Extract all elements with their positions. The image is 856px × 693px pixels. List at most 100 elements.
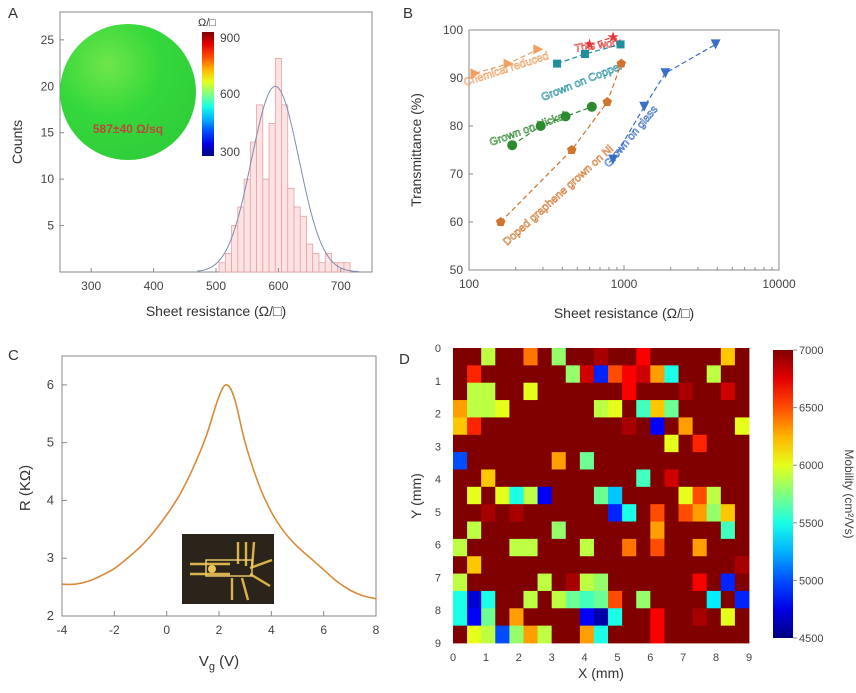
heatmap-cell <box>579 521 595 540</box>
heatmap-cell <box>551 590 567 609</box>
heatmap-cell <box>734 573 750 592</box>
heatmap-cell <box>664 469 679 488</box>
heatmap-cell <box>636 625 651 644</box>
heatmap-cell <box>481 556 496 574</box>
heatmap-cell <box>593 590 609 609</box>
histogram-bar <box>299 215 307 273</box>
heatmap-cell <box>523 556 538 574</box>
heatmap-cell <box>551 452 567 470</box>
device-channel <box>205 559 253 577</box>
heatmap-cell <box>678 590 694 609</box>
heatmap-cell <box>622 382 637 401</box>
heatmap-cell <box>678 608 694 627</box>
heatmap-cell <box>636 590 651 609</box>
heatmap-cell <box>481 625 496 644</box>
heatmap-cell <box>579 538 595 557</box>
histogram-bar <box>231 225 239 273</box>
heatmap-cell <box>664 573 679 592</box>
x-tick-label: 4 <box>268 623 275 637</box>
heatmap-cell <box>720 538 736 557</box>
panel-d-letter: D <box>399 351 410 368</box>
histogram-bar <box>306 243 314 273</box>
heatmap-cell <box>593 382 609 401</box>
colorbar-unit: Ω/□ <box>198 17 216 29</box>
heatmap-cell <box>706 486 722 505</box>
heatmap-cell <box>453 400 468 418</box>
heatmap-cell <box>636 434 651 453</box>
heatmap-cell <box>551 556 567 574</box>
heatmap-cell <box>706 348 722 366</box>
y-tick-label: 15 <box>41 126 55 140</box>
heatmap-cell <box>565 348 581 366</box>
heatmap-cell <box>509 608 524 627</box>
heatmap-cell <box>453 382 468 401</box>
heatmap-cell <box>636 469 651 488</box>
marker-square <box>553 59 562 68</box>
heatmap-cell <box>706 382 722 401</box>
resistance-curve <box>61 384 377 600</box>
heatmap-cell <box>593 573 609 592</box>
heatmap-cell <box>537 590 553 609</box>
heatmap-cell <box>467 625 482 644</box>
heatmap-cell <box>692 469 708 488</box>
heatmap-cell <box>593 469 609 488</box>
heatmap-cell <box>579 504 595 522</box>
heatmap-cell <box>706 469 722 488</box>
heatmap-cell <box>650 573 665 592</box>
wafer-label: 587±40 Ω/sq <box>93 122 163 136</box>
marker-pentagon <box>602 97 612 106</box>
heatmap-cell <box>664 452 679 470</box>
marker-triangle <box>503 58 514 69</box>
heatmap-cell <box>608 400 623 418</box>
heatmap-cell <box>467 556 482 574</box>
heatmap-cell <box>523 486 538 505</box>
histogram-bar <box>293 206 301 273</box>
heatmap-cell <box>467 590 482 609</box>
series-label: Grown on glass <box>602 103 661 170</box>
y-tick-label: 25 <box>41 33 55 47</box>
heatmap-cell <box>622 365 637 384</box>
y-tick-label: 70 <box>450 167 464 181</box>
marker-triangle <box>470 68 481 79</box>
heatmap-cell <box>692 556 708 574</box>
heatmap-cell <box>509 348 524 366</box>
heatmap-cell <box>650 504 665 522</box>
heatmap-cell <box>565 521 581 540</box>
heatmap-cell <box>650 365 665 384</box>
y-tick-label: 4 <box>435 474 441 486</box>
heatmap-cell <box>481 486 496 505</box>
heatmap-cell <box>706 452 722 470</box>
colorbar-label: Mobility (cm²/Vs) <box>842 449 856 538</box>
x-tick-label: 8 <box>373 623 380 637</box>
gaussian-fit-line <box>197 85 360 273</box>
heatmap-cell <box>565 486 581 505</box>
heatmap-cell <box>720 434 736 453</box>
heatmap-cell <box>551 625 567 644</box>
panel-c-letter: C <box>8 347 19 364</box>
colorbar-tick-label: 6000 <box>799 460 823 472</box>
heatmap-cell <box>537 625 553 644</box>
y-tick-label: 90 <box>450 71 464 85</box>
heatmap-cell <box>523 469 538 488</box>
heatmap-cell <box>664 625 679 644</box>
x-axis-label-unit: (V) <box>215 653 239 670</box>
heatmap-cell <box>453 590 468 609</box>
heatmap-cell <box>495 486 510 505</box>
heatmap-cell <box>453 365 468 384</box>
heatmap-cell <box>650 521 665 540</box>
heatmap-cell <box>593 434 609 453</box>
y-axis-label: Counts <box>9 120 25 164</box>
heatmap-cell <box>481 590 496 609</box>
heatmap-cell <box>453 469 468 488</box>
heatmap-cell <box>523 504 538 522</box>
heatmap-cell <box>481 521 496 540</box>
y-tick-label: 100 <box>443 23 463 37</box>
x-axis-label-sub: g <box>209 661 215 673</box>
heatmap-cell <box>622 538 637 557</box>
marker-circle <box>586 101 597 112</box>
heatmap-cell <box>467 365 482 384</box>
heatmap-cell <box>537 400 553 418</box>
heatmap-cell <box>453 452 468 470</box>
